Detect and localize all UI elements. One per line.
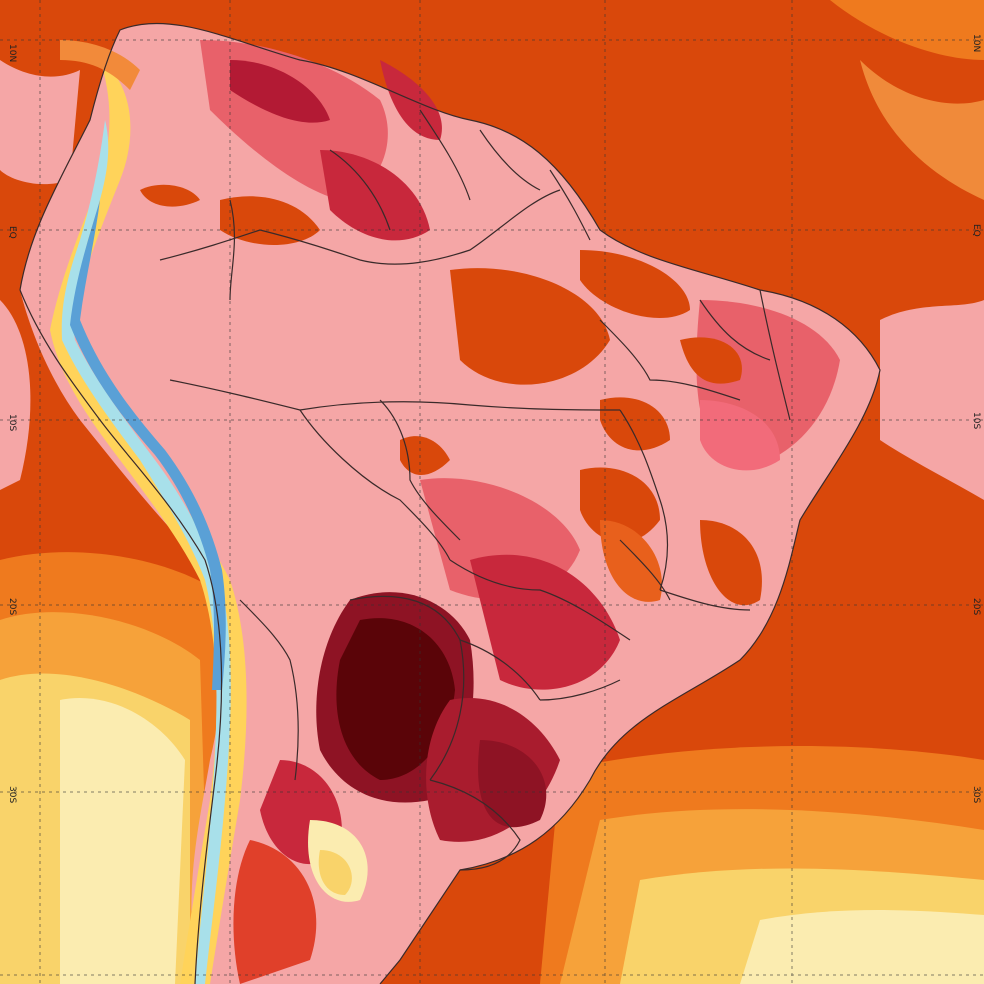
lat-label-left: 10N [7, 44, 17, 62]
lat-label-left: EQ [7, 226, 17, 239]
lat-label-left: 30S [7, 786, 17, 803]
lat-label-right: 10S [971, 412, 981, 429]
lat-label-left: 10S [7, 414, 17, 431]
lat-label-right: 20S [971, 598, 981, 615]
lat-labels-right: 10N EQ 10S 20S 30S [971, 34, 981, 803]
lat-labels-left: 10N EQ 10S 20S 30S [7, 44, 17, 803]
lat-label-left: 20S [7, 598, 17, 615]
lat-label-right: EQ [971, 224, 981, 237]
country-borders [19, 22, 881, 984]
lat-label-right: 30S [971, 786, 981, 803]
lat-label-right: 10N [971, 34, 981, 52]
andes-strip [50, 40, 247, 984]
